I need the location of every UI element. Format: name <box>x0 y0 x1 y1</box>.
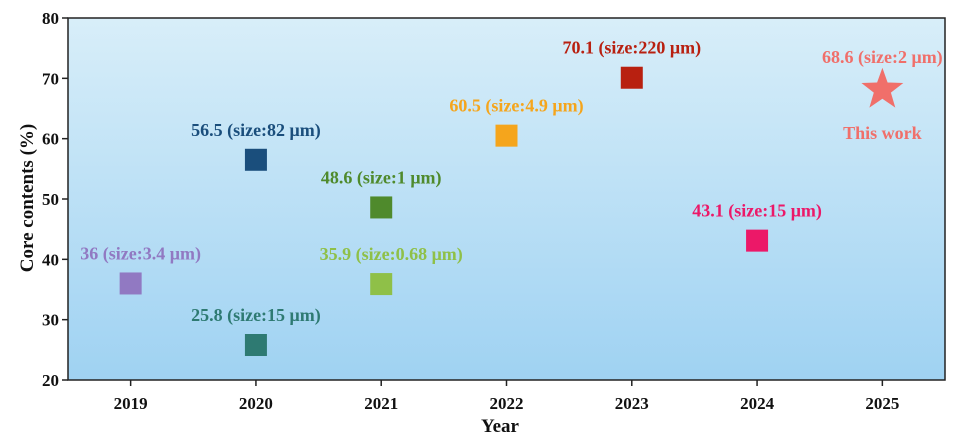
star-marker <box>861 67 904 108</box>
x-tick-label: 2024 <box>740 394 775 413</box>
data-label: 56.5 (size:82 μm) <box>191 120 321 141</box>
square-marker <box>244 334 267 357</box>
y-tick-label: 80 <box>42 9 59 28</box>
square-marker <box>620 66 643 89</box>
data-label: 70.1 (size:220 μm) <box>562 38 701 59</box>
square-marker <box>119 272 142 295</box>
y-tick-label: 50 <box>42 190 59 209</box>
y-tick-label: 60 <box>42 130 59 149</box>
square-marker <box>495 124 518 147</box>
y-tick-label: 30 <box>42 311 59 330</box>
square-marker <box>244 148 267 171</box>
data-label: 48.6 (size:1 μm) <box>321 167 442 188</box>
x-tick-label: 2025 <box>865 394 899 413</box>
y-tick-label: 40 <box>42 250 59 269</box>
square-marker <box>370 196 393 219</box>
plot-background <box>68 18 945 380</box>
this-work-label: This work <box>843 123 922 143</box>
x-tick-label: 2022 <box>490 394 524 413</box>
data-label: 68.6 (size:2 μm) <box>822 47 943 68</box>
x-tick-label: 2023 <box>615 394 649 413</box>
data-label: 36 (size:3.4 μm) <box>80 243 201 264</box>
data-label: 60.5 (size:4.9 μm) <box>449 96 583 117</box>
x-tick-label: 2021 <box>364 394 398 413</box>
y-tick-label: 70 <box>42 69 59 88</box>
x-axis-title: Year <box>481 416 520 437</box>
data-label: 43.1 (size:15 μm) <box>692 201 822 222</box>
data-label: 25.8 (size:15 μm) <box>191 305 321 326</box>
x-tick-label: 2019 <box>114 394 148 413</box>
y-tick-label: 20 <box>42 371 59 390</box>
x-tick-label: 2020 <box>239 394 273 413</box>
square-marker <box>746 229 769 252</box>
square-marker <box>370 273 393 296</box>
data-label: 35.9 (size:0.68 μm) <box>320 244 463 265</box>
y-axis-title: Core contents (%) <box>17 124 38 272</box>
